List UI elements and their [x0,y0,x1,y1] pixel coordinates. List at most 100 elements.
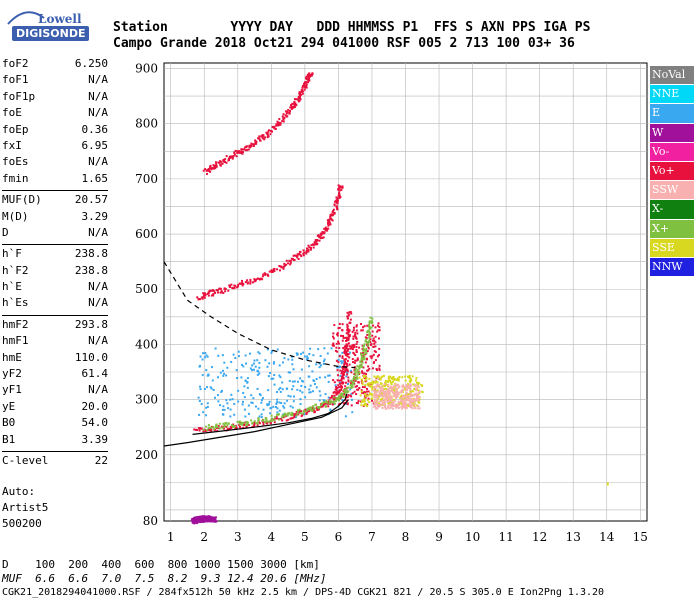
spread-echo-dot [386,388,389,391]
param-key: h`F [2,247,22,261]
echo-dot [316,239,319,242]
echo-dot [278,121,281,124]
spread-echo-dot [240,363,243,366]
spread-echo-dot [339,395,342,398]
echo-dot [281,115,284,118]
spread-echo-dot [364,384,367,387]
spread-echo-dot [301,379,304,382]
echo-dot [299,96,302,99]
spread-echo-dot [408,386,411,389]
spread-echo-dot [319,364,322,367]
echo-dot [346,332,349,335]
echo-dot [220,290,223,293]
echo-dot [310,74,313,77]
echo-dot [276,268,279,271]
spread-echo-dot [415,396,418,399]
spread-echo-dot [348,345,351,348]
spread-echo-dot [398,375,401,378]
echo-dot [253,420,256,423]
echo-dot [286,110,289,113]
echo-dot [210,294,213,297]
logo-line1: Lowell [38,12,82,26]
spread-echo-dot [261,397,264,400]
param-value: 54.0 [81,416,109,430]
spread-echo-dot [251,364,254,367]
spread-echo-dot [364,392,367,395]
echo-dot [266,132,269,135]
spread-echo-dot [338,326,341,329]
spread-echo-dot [205,414,208,417]
echo-dot [297,96,300,99]
spread-echo-dot [350,404,353,407]
spread-echo-dot [400,407,403,410]
echo-dot [215,423,218,426]
spread-echo-dot [211,379,214,382]
spread-echo-dot [308,388,311,391]
param-key: hmE [2,350,22,364]
spread-echo-dot [361,370,364,373]
spread-echo-dot [382,395,385,398]
spread-echo-dot [395,403,398,406]
spread-echo-dot [309,391,312,394]
spread-echo-dot [367,347,370,350]
spread-echo-dot [380,387,383,390]
echo-dot [203,292,206,295]
spread-echo-dot [199,364,202,367]
spread-echo-dot [376,395,379,398]
spread-echo-dot [417,399,420,402]
muf-curve [163,261,356,369]
spread-echo-dot [391,387,394,390]
echo-dot [241,151,244,154]
spread-echo-dot [372,337,375,340]
param-key: h`F2 [2,263,29,277]
echo-dot [280,265,283,268]
echo-dot [348,311,351,314]
echo-dot [246,279,249,282]
echo-dot [255,140,258,143]
spread-echo-dot [292,385,295,388]
echo-dot [250,145,253,148]
spread-echo-dot [388,387,391,390]
echo-dot [289,263,292,266]
echo-dot [296,412,299,415]
echo-dot [291,417,294,420]
echo-dot [368,331,371,334]
echo-dot [278,118,281,121]
spread-echo-dot [266,348,269,351]
spread-echo-dot [306,357,309,360]
spread-echo-dot [331,403,334,406]
x-tick-label: 13 [566,530,581,544]
spread-echo-dot [368,382,371,385]
echo-dot [257,277,260,280]
echo-dot [338,191,341,194]
echo-dot [327,227,330,230]
echo-dot [333,390,336,393]
spread-echo-dot [407,395,410,398]
echo-dot [340,394,343,397]
spread-echo-dot [282,405,285,408]
echo-dot [265,419,268,422]
echo-dot [313,407,316,410]
echo-dot [335,389,338,392]
echo-dot [211,519,214,522]
spread-echo-dot [392,401,395,404]
legend-entry: Vo- [650,142,694,161]
spread-echo-dot [336,332,339,335]
echo-dot [238,425,241,428]
echo-dot [356,371,359,374]
param-key: h`Es [2,296,29,310]
spread-echo-dot [200,402,203,405]
echo-dot [226,424,229,427]
param-value: 3.29 [81,209,109,223]
x-tick-label: 1 [167,530,175,544]
echo-dot [371,317,374,320]
spread-echo-dot [394,395,397,398]
echo-dot [255,142,258,145]
echo-dot [606,482,609,486]
echo-dot [340,386,343,389]
echo-dot [277,413,280,416]
spread-echo-dot [380,403,383,406]
echo-dot [341,185,344,188]
echo-dot [339,196,342,199]
